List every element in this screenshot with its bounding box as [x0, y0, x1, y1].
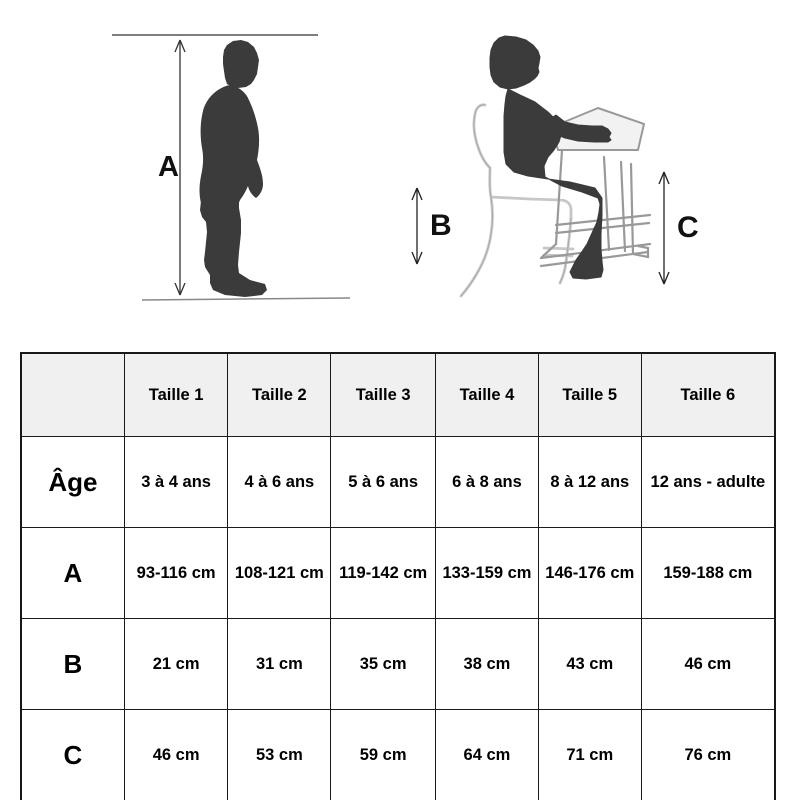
svg-text:C: C: [677, 211, 699, 244]
svg-text:B: B: [430, 209, 452, 242]
